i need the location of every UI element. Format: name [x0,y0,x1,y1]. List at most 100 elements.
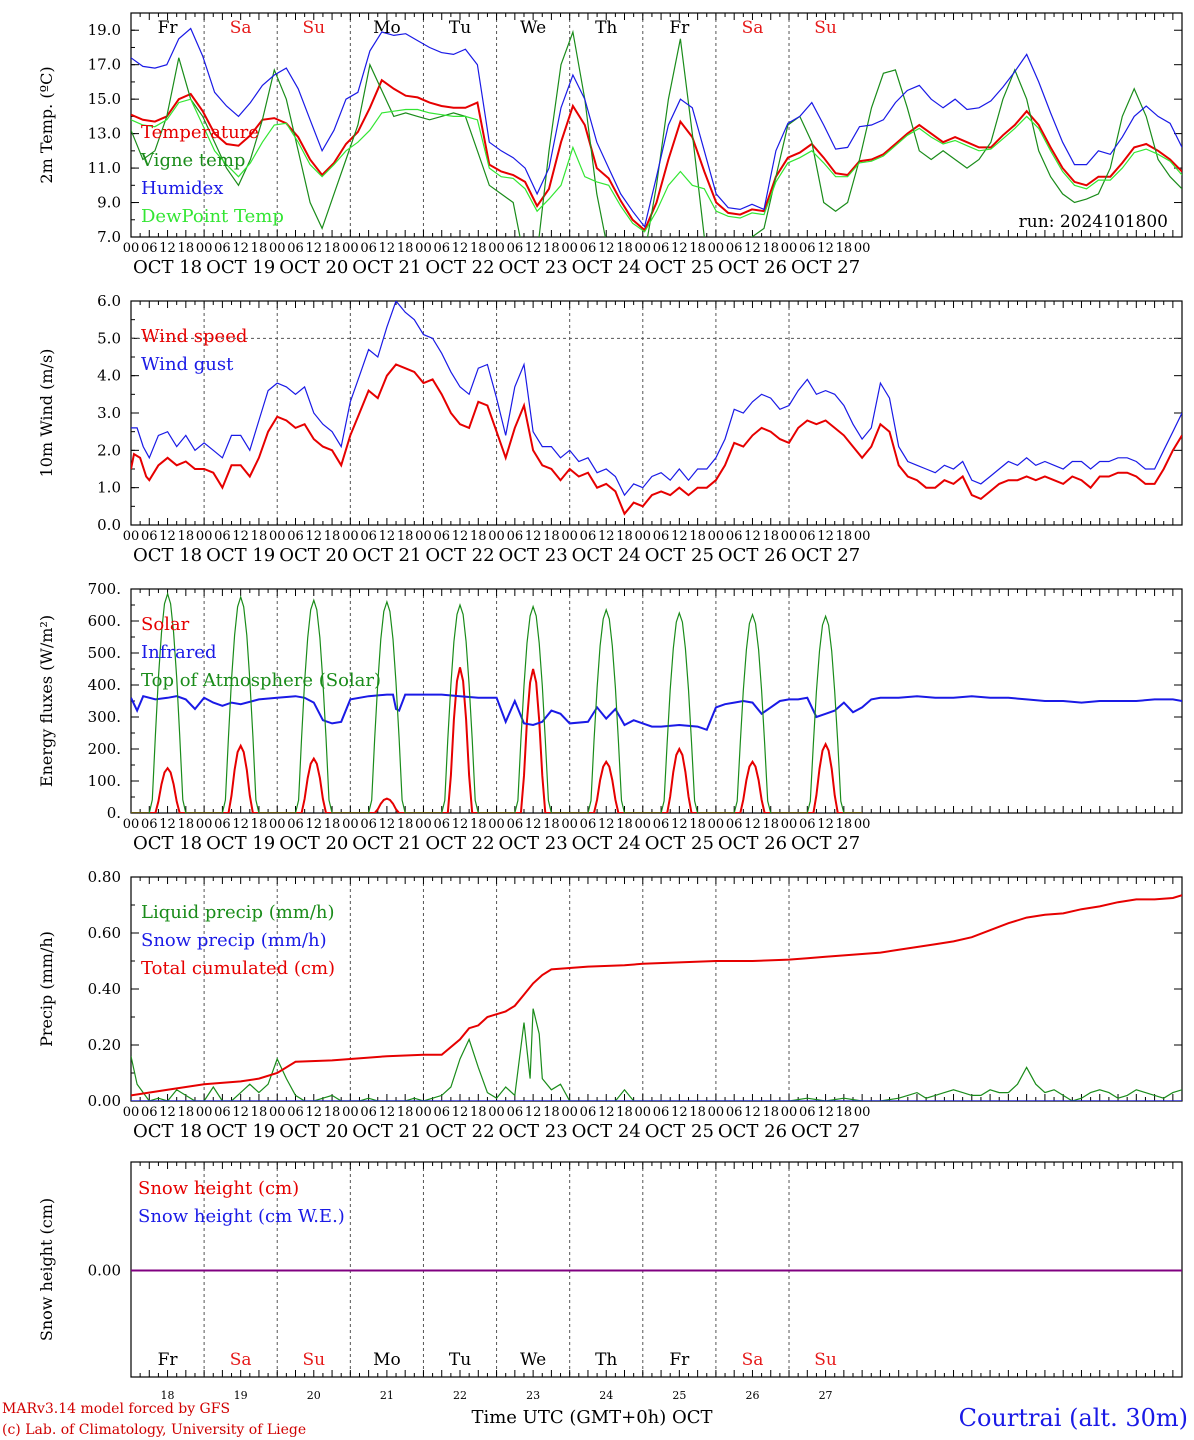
hour-tick-label: 00 [635,1105,652,1120]
hour-tick-label: 12 [671,817,688,832]
hour-tick-label: 18 [762,241,779,256]
hour-tick-label: 06 [287,529,304,544]
panel-frame [130,12,1183,238]
date-label: OCT 20 [279,1121,348,1142]
hour-tick-label: 18 [470,817,487,832]
y-tick-label: 0.20 [88,1036,121,1054]
y-tick-label: 13.0 [88,125,121,143]
series-temperature [131,78,1182,232]
hour-tick-label: 12 [452,529,469,544]
date-label: OCT 20 [279,833,348,854]
date-label: OCT 21 [352,833,421,854]
hour-tick-label: 12 [671,241,688,256]
hour-tick-label: 06 [214,1105,231,1120]
hour-tick-label: 00 [854,241,871,256]
date-label: OCT 26 [718,545,787,566]
hour-tick-label: 18 [324,241,341,256]
y-axis-label: Precip (mm/h) [37,931,56,1047]
date-label: OCT 26 [718,1121,787,1142]
day-of-week-label: Sa [742,1350,764,1370]
hour-tick-label: 12 [671,529,688,544]
day-number-label: 26 [745,1389,759,1402]
day-of-week-label: Tu [449,18,471,38]
hour-tick-label: 12 [744,241,761,256]
date-label: OCT 27 [791,1121,860,1142]
hour-tick-label: 12 [232,241,249,256]
hour-tick-label: 00 [269,529,286,544]
date-label: OCT 25 [645,1121,714,1142]
day-of-week-label: Su [814,18,837,38]
date-label: OCT 22 [425,833,494,854]
date-label: OCT 24 [572,257,641,278]
hour-tick-label: 18 [543,1105,560,1120]
series-vigne-temp [131,29,1182,237]
legend-entry: Total cumulated (cm) [141,958,335,979]
date-label: OCT 24 [572,1121,641,1142]
hour-tick-label: 12 [525,1105,542,1120]
day-number-label: 20 [307,1389,321,1402]
hour-tick-label: 00 [415,241,432,256]
hour-tick-label: 06 [653,529,670,544]
hour-tick-label: 06 [141,241,158,256]
date-label: OCT 18 [133,833,202,854]
day-of-week-label: Su [302,1350,325,1370]
hour-tick-label: 18 [689,529,706,544]
hour-tick-label: 12 [306,529,323,544]
y-tick-label: 0.60 [88,924,121,942]
hour-tick-label: 18 [689,1105,706,1120]
hour-tick-label: 00 [561,1105,578,1120]
date-label: OCT 23 [499,1121,568,1142]
date-label: OCT 19 [206,257,275,278]
hour-tick-label: 12 [817,529,834,544]
hour-tick-label: 00 [854,817,871,832]
hour-tick-label: 12 [232,1105,249,1120]
date-label: OCT 25 [645,257,714,278]
day-of-week-label: Sa [742,18,764,38]
hour-tick-label: 00 [415,1105,432,1120]
date-label: OCT 23 [499,833,568,854]
hour-tick-label: 18 [836,817,853,832]
hour-tick-label: 06 [799,817,816,832]
hour-tick-label: 18 [397,817,414,832]
hour-tick-label: 00 [561,241,578,256]
y-tick-label: 0.40 [88,980,121,998]
y-tick-label: 9.0 [97,194,121,212]
day-number-label: 25 [672,1389,686,1402]
y-axis-label: 10m Wind (m/s) [37,349,56,478]
hour-tick-label: 00 [342,241,359,256]
hour-tick-label: 18 [616,241,633,256]
day-of-week-label: Th [595,1350,617,1370]
date-label: OCT 23 [499,545,568,566]
hour-tick-label: 00 [781,1105,798,1120]
hour-tick-label: 00 [196,1105,213,1120]
run-label: run: 2024101800 [1019,212,1168,232]
hour-tick-label: 00 [708,817,725,832]
hour-tick-label: 00 [635,241,652,256]
hour-tick-label: 00 [708,529,725,544]
hour-tick-label: 00 [123,529,140,544]
hour-tick-label: 06 [360,529,377,544]
y-tick-label: 17.0 [88,56,121,74]
day-of-week-label: Th [595,18,617,38]
hour-tick-label: 00 [708,1105,725,1120]
hour-tick-label: 18 [543,529,560,544]
hour-tick-label: 18 [470,529,487,544]
hour-tick-label: 00 [196,817,213,832]
y-tick-label: 2.0 [97,441,121,459]
hour-tick-label: 12 [525,529,542,544]
hour-tick-label: 12 [744,817,761,832]
hour-tick-label: 18 [836,529,853,544]
y-tick-label: 5.0 [97,329,121,347]
legend-entry: Wind speed [141,326,247,347]
hour-tick-label: 12 [817,1105,834,1120]
hour-tick-label: 06 [141,1105,158,1120]
hour-tick-label: 00 [196,529,213,544]
legend-entry: Top of Atmosphere (Solar) [141,670,381,691]
hour-tick-label: 12 [525,241,542,256]
hour-tick-label: 18 [616,1105,633,1120]
date-label: OCT 23 [499,257,568,278]
series-liquid-precip-mm-h- [131,1008,1182,1101]
y-tick-label: 0.0 [97,516,121,534]
hour-tick-label: 18 [178,1105,195,1120]
